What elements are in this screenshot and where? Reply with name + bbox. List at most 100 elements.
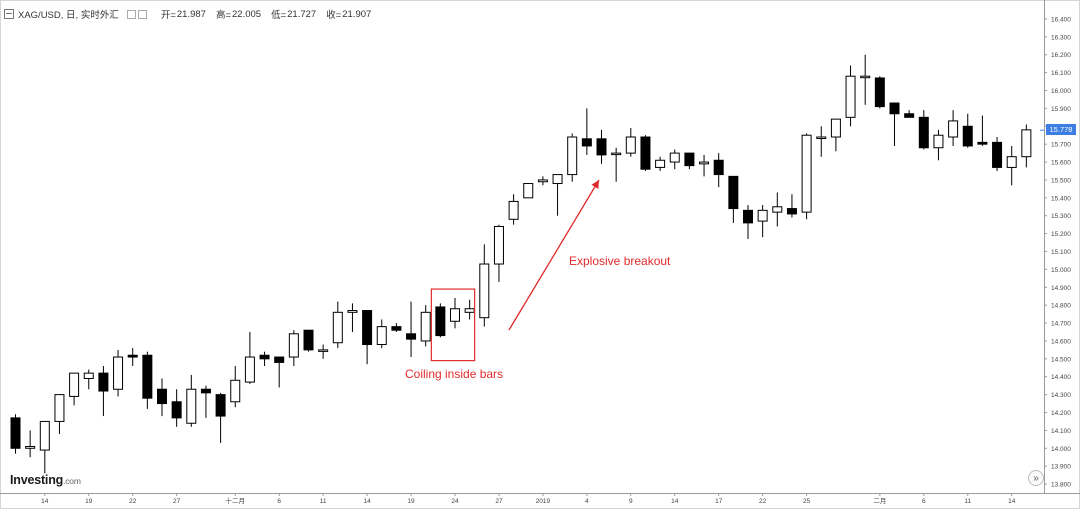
y-tick-label: 14.700: [1051, 321, 1071, 328]
candle-body-down: [743, 209, 753, 224]
candle-body-down: [640, 136, 651, 170]
toggle-square-icon[interactable]: [126, 9, 136, 19]
candle-body-up: [39, 420, 50, 451]
x-tick-label: 25: [803, 498, 811, 505]
candle-body-down: [728, 175, 739, 210]
current-price-tag: 15.778: [1046, 124, 1076, 135]
coiling-annotation: Coiling inside bars: [405, 367, 504, 381]
y-tick-label: 14.300: [1051, 392, 1071, 399]
settings-square-icon[interactable]: [137, 9, 147, 19]
y-tick-label: 14.900: [1051, 285, 1071, 292]
candle-body-up: [655, 159, 666, 168]
chart-header: XAG/USD, 日, 实时外汇 开= 21.987 高= 22.005 低= …: [4, 6, 381, 22]
candle-body-down: [992, 141, 1003, 168]
x-tick-label: 22: [129, 498, 137, 505]
x-tick-label: 19: [407, 498, 415, 505]
candle-body-down: [889, 102, 900, 115]
candle-body-down: [171, 401, 182, 419]
candle-body-down: [918, 116, 929, 149]
candle-body-down: [904, 113, 915, 118]
candle-body-up: [376, 326, 387, 346]
x-tick-label: 11: [320, 498, 327, 505]
candle-body-up: [244, 356, 255, 383]
y-tick-label: 14.200: [1051, 410, 1071, 417]
candle-body-down: [406, 333, 417, 340]
x-tick-label: 4: [585, 498, 589, 505]
candle-body-up: [186, 388, 197, 424]
candle-body-up: [801, 134, 812, 213]
y-tick-label: 15.200: [1051, 231, 1071, 238]
candle-body-up: [1021, 129, 1032, 158]
candle-body-down: [127, 354, 138, 358]
candle-body-up: [757, 209, 768, 222]
y-tick-label: 15.600: [1051, 160, 1071, 167]
y-tick-label: 15.500: [1051, 177, 1071, 184]
candle-body-up: [288, 333, 299, 358]
candle-body-up: [479, 263, 490, 319]
breakout-arrow-head: [591, 180, 599, 189]
candle-body-up: [772, 206, 783, 213]
x-tick-label: 27: [173, 498, 181, 505]
candle-body-down: [303, 329, 314, 351]
x-tick-label: 24: [451, 498, 459, 505]
x-tick-label: 19: [85, 498, 93, 505]
candle-body-up: [816, 136, 827, 140]
open-value: 21.987: [176, 8, 206, 20]
candle-body-up: [113, 356, 124, 390]
candle-body-up: [54, 394, 65, 422]
candle-body-down: [581, 138, 592, 147]
y-tick-label: 14.800: [1051, 303, 1071, 310]
candle-body-up: [464, 308, 475, 313]
candle-body-up: [508, 200, 519, 220]
y-tick-label: 15.900: [1051, 106, 1071, 113]
y-tick-label: 13.900: [1051, 464, 1071, 471]
y-tick-label: 16.100: [1051, 70, 1071, 77]
candle-body-down: [200, 388, 211, 394]
x-tick-label: 11: [964, 498, 971, 505]
logo-brand: Investing: [10, 473, 64, 487]
symbol-title[interactable]: XAG/USD, 日, 实时外汇: [18, 10, 119, 21]
candle-body-down: [362, 310, 373, 346]
x-tick-label: 14: [41, 498, 49, 505]
x-tick-label: 17: [715, 498, 723, 505]
candle-body-down: [259, 354, 270, 360]
y-tick-label: 14.400: [1051, 374, 1071, 381]
candle-body-up: [318, 349, 329, 352]
investing-logo[interactable]: Investing.com: [10, 473, 81, 487]
candle-body-up: [669, 152, 680, 163]
x-tick-label: 十二月: [226, 496, 246, 505]
x-tick-label: 6: [922, 498, 926, 505]
y-tick-label: 13.800: [1051, 482, 1071, 489]
candle-body-up: [625, 136, 636, 154]
candle-body-down: [962, 125, 973, 147]
close-label: 收=: [326, 10, 342, 21]
candle-body-up: [420, 311, 431, 342]
x-tick-label: 22: [759, 498, 767, 505]
candle-body-up: [1006, 156, 1017, 168]
y-tick-label: 14.100: [1051, 428, 1071, 435]
high-value: 22.005: [232, 8, 262, 20]
y-tick-label: 15.300: [1051, 213, 1071, 220]
scroll-to-latest-button[interactable]: »: [1028, 470, 1044, 486]
candle-body-down: [596, 138, 607, 156]
y-tick-label: 15.700: [1051, 142, 1071, 149]
collapse-icon[interactable]: [4, 9, 14, 19]
candle-body-down: [98, 372, 109, 392]
x-tick-label: 2019: [536, 498, 551, 505]
breakout-arrow-line: [508, 179, 600, 331]
y-tick-label: 15.100: [1051, 249, 1071, 256]
y-tick-label: 16.200: [1051, 52, 1071, 59]
x-tick-label: 27: [495, 498, 503, 505]
candle-body-up: [69, 372, 80, 397]
candle-body-down: [435, 306, 446, 337]
candle-body-up: [332, 311, 343, 344]
candle-body-up: [347, 310, 358, 313]
candle-body-up: [699, 161, 710, 165]
open-label: 开=: [160, 10, 176, 21]
candle-body-down: [874, 77, 885, 108]
candle-body-down: [157, 388, 167, 405]
y-tick-label: 16.400: [1051, 16, 1071, 23]
candle-body-up: [567, 136, 578, 176]
